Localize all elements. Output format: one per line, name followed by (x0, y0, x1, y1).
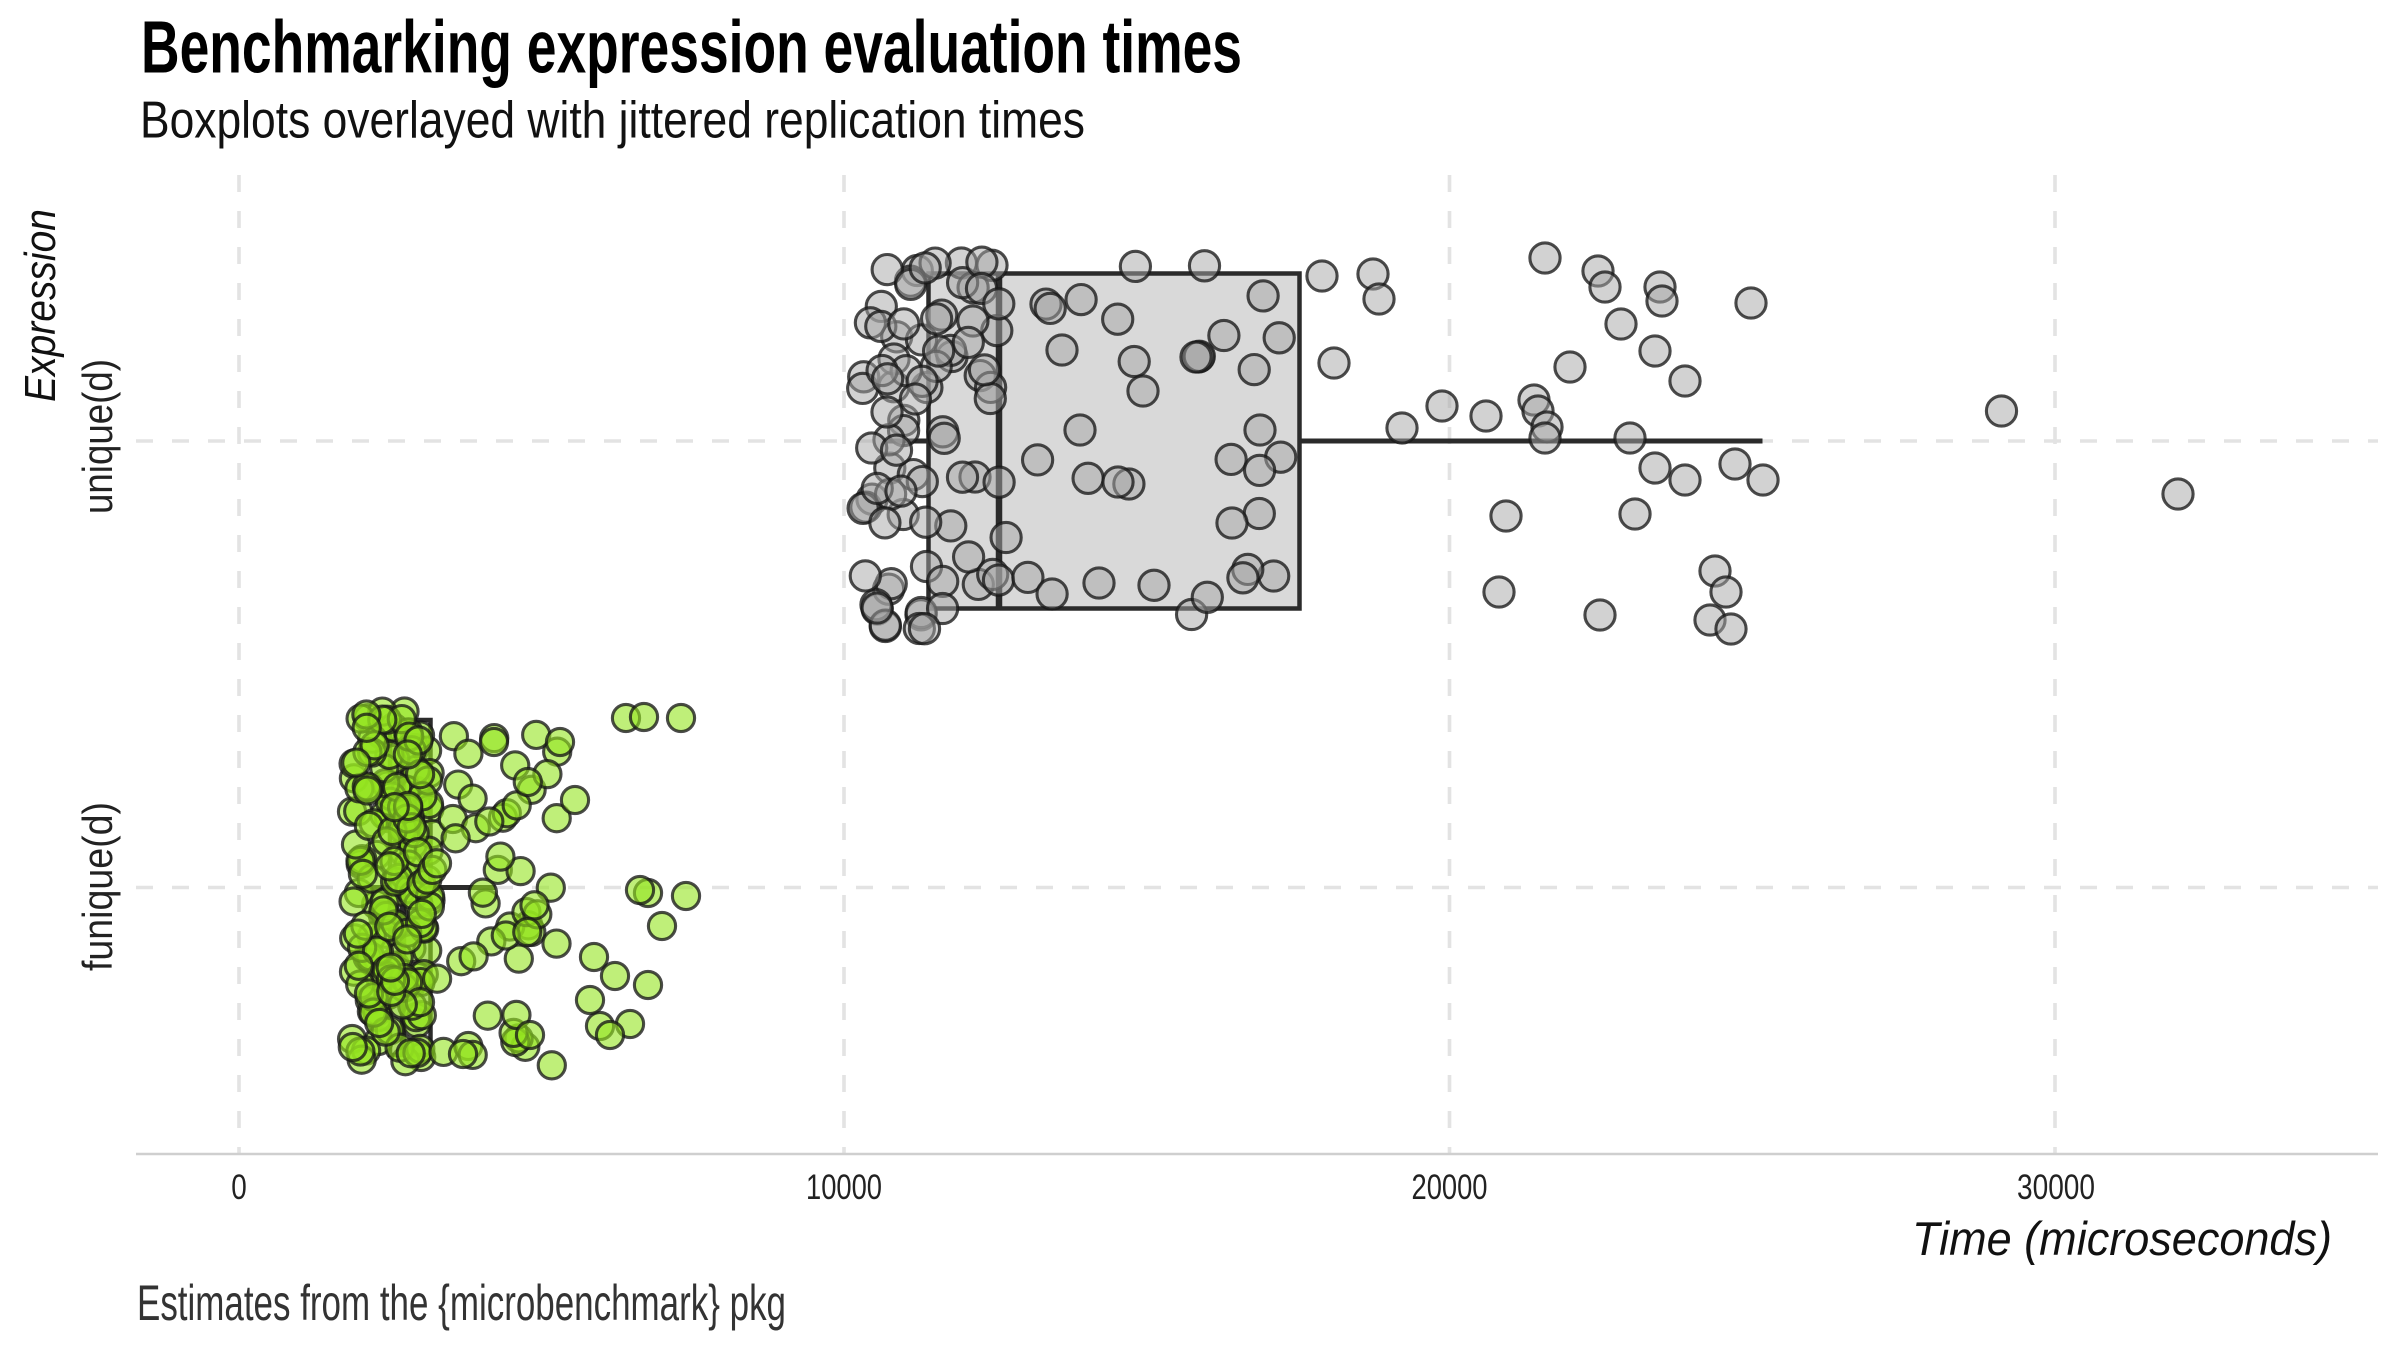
svg-text:0: 0 (231, 1168, 247, 1207)
svg-text:unique(d): unique(d) (74, 359, 121, 514)
svg-text:30000: 30000 (2017, 1168, 2095, 1207)
svg-text:Benchmarking expression evalua: Benchmarking expression evaluation times (141, 6, 1242, 89)
svg-text:20000: 20000 (1412, 1168, 1488, 1207)
svg-text:Time (microseconds): Time (microseconds) (1912, 1212, 2332, 1265)
svg-text:Expression: Expression (16, 209, 65, 402)
svg-text:Estimates from the {microbench: Estimates from the {microbenchmark} pkg (137, 1275, 786, 1331)
svg-text:10000: 10000 (806, 1168, 882, 1207)
svg-text:funique(d): funique(d) (74, 802, 121, 971)
svg-text:Boxplots overlayed with jitter: Boxplots overlayed with jittered replica… (140, 92, 1085, 150)
